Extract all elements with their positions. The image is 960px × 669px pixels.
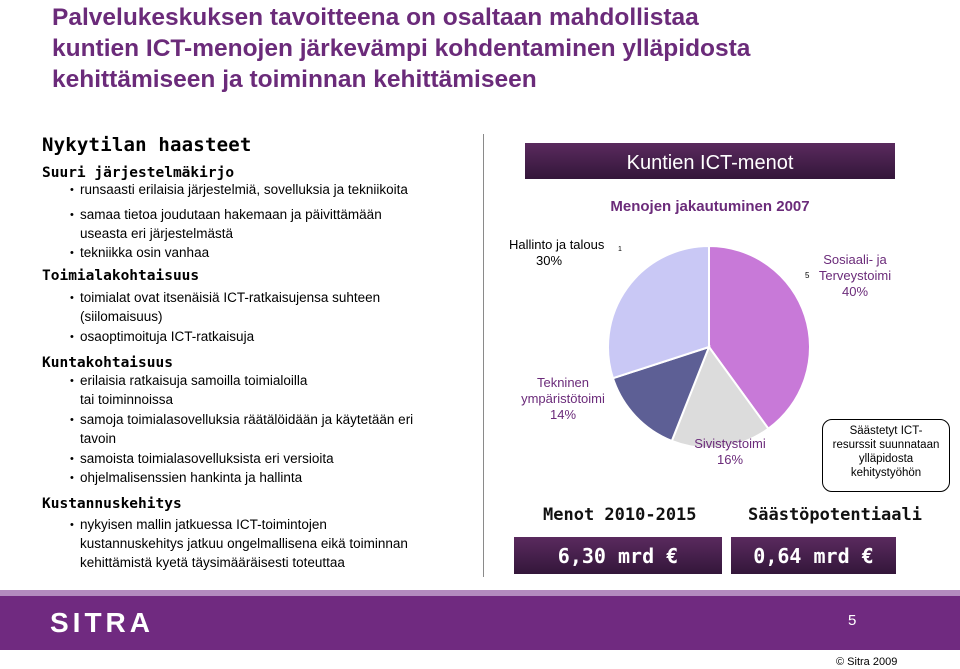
title-line-3: kehittämiseen ja toiminnan kehittämiseen [52, 66, 537, 93]
bullet-item: • samaa tietoa joudutaan hakemaan ja päiv… [70, 207, 382, 222]
bullet-continuation: (siilomaisuus) [80, 309, 163, 324]
bullet-item: • erilaisia ratkaisuja samoilla toimialoi… [70, 373, 308, 388]
savings-callout: Säästetyt ICT- resurssit suunnataan yllä… [822, 419, 950, 492]
sitra-logo: SITRA [50, 607, 154, 638]
bullet-continuation: kehittämistä kyetä täysimääräisesti tote… [80, 555, 345, 570]
ict-costs-banner: Kuntien ICT-menot [525, 143, 895, 179]
slice-sivistys [670, 344, 770, 449]
bullet-continuation: kustannuskehitys jatkuu ongelmallisena e… [80, 536, 408, 551]
bullet-continuation: tai toiminnoissa [80, 392, 174, 407]
savings-value-box: 0,64 mrd € [731, 537, 896, 574]
section-title-system-diversity: Suuri järjestelmäkirjo [42, 165, 235, 181]
tiny-marker: 5 [805, 271, 810, 280]
footer-stripe [0, 590, 960, 596]
slice-hallinto [607, 244, 710, 380]
chart-subtitle: Menojen jakautuminen 2007 [610, 198, 810, 215]
bullet-item: • ohjelmalisenssien hankinta ja hallinta [70, 470, 303, 485]
slice-label-sosiaali: Sosiaali- ja Terveystoimi 40% [818, 252, 892, 299]
section-title-sector-specific: Toimialakohtaisuus [42, 268, 200, 284]
bullet-item: • toimialat ovat itsenäisiä ICT-ratkaisuj… [70, 290, 381, 305]
bullet-continuation: useasta eri järjestelmästä [80, 226, 234, 241]
tiny-marker: 1 [618, 246, 622, 253]
section-title-cost-development: Kustannuskehitys [42, 496, 182, 512]
bullet-item: • samoista toimialasovelluksista eri vers… [70, 451, 334, 466]
title-line-1: Palvelukeskuksen tavoitteena on osaltaan… [52, 4, 699, 31]
copyright-text: © Sitra 2009 [836, 656, 898, 668]
section-title-municipality-specific: Kuntakohtaisuus [42, 355, 173, 371]
bullet-item: • samoja toimialasovelluksia räätälöidään… [70, 412, 414, 427]
footer-bar [0, 596, 960, 650]
challenges-heading: Nykytilan haasteet [42, 134, 252, 156]
slide-title: Palvelukeskuksen tavoitteena on osaltaan… [52, 2, 932, 95]
costs-period-label: Menot 2010-2015 [543, 505, 697, 525]
slice-label-hallinto: Hallinto ja talous 30% [509, 237, 605, 268]
bullet-item: • osaoptimoituja ICT-ratkaisuja [70, 329, 255, 344]
bullet-continuation: tavoin [80, 431, 117, 446]
page-number: 5 [848, 612, 857, 629]
slice-label-sivistys: Sivistystoimi 16% [694, 436, 766, 467]
bullet-item: • runsaasti erilaisia järjestelmiä, sovel… [70, 182, 408, 197]
costs-value-box: 6,30 mrd € [514, 537, 722, 574]
bullet-item: • nykyisen mallin jatkuessa ICT-toimintoj… [70, 517, 327, 532]
slice-label-tekninen: Tekninen ympäristötoimi 14% [521, 375, 605, 422]
bullet-item: • tekniikka osin vanhaa [70, 245, 210, 260]
title-line-2: kuntien ICT-menojen järkevämpi kohdentam… [52, 35, 751, 62]
column-divider [483, 134, 484, 577]
savings-potential-label: Säästöpotentiaali [748, 505, 922, 525]
slice-sosiaali [708, 244, 811, 431]
